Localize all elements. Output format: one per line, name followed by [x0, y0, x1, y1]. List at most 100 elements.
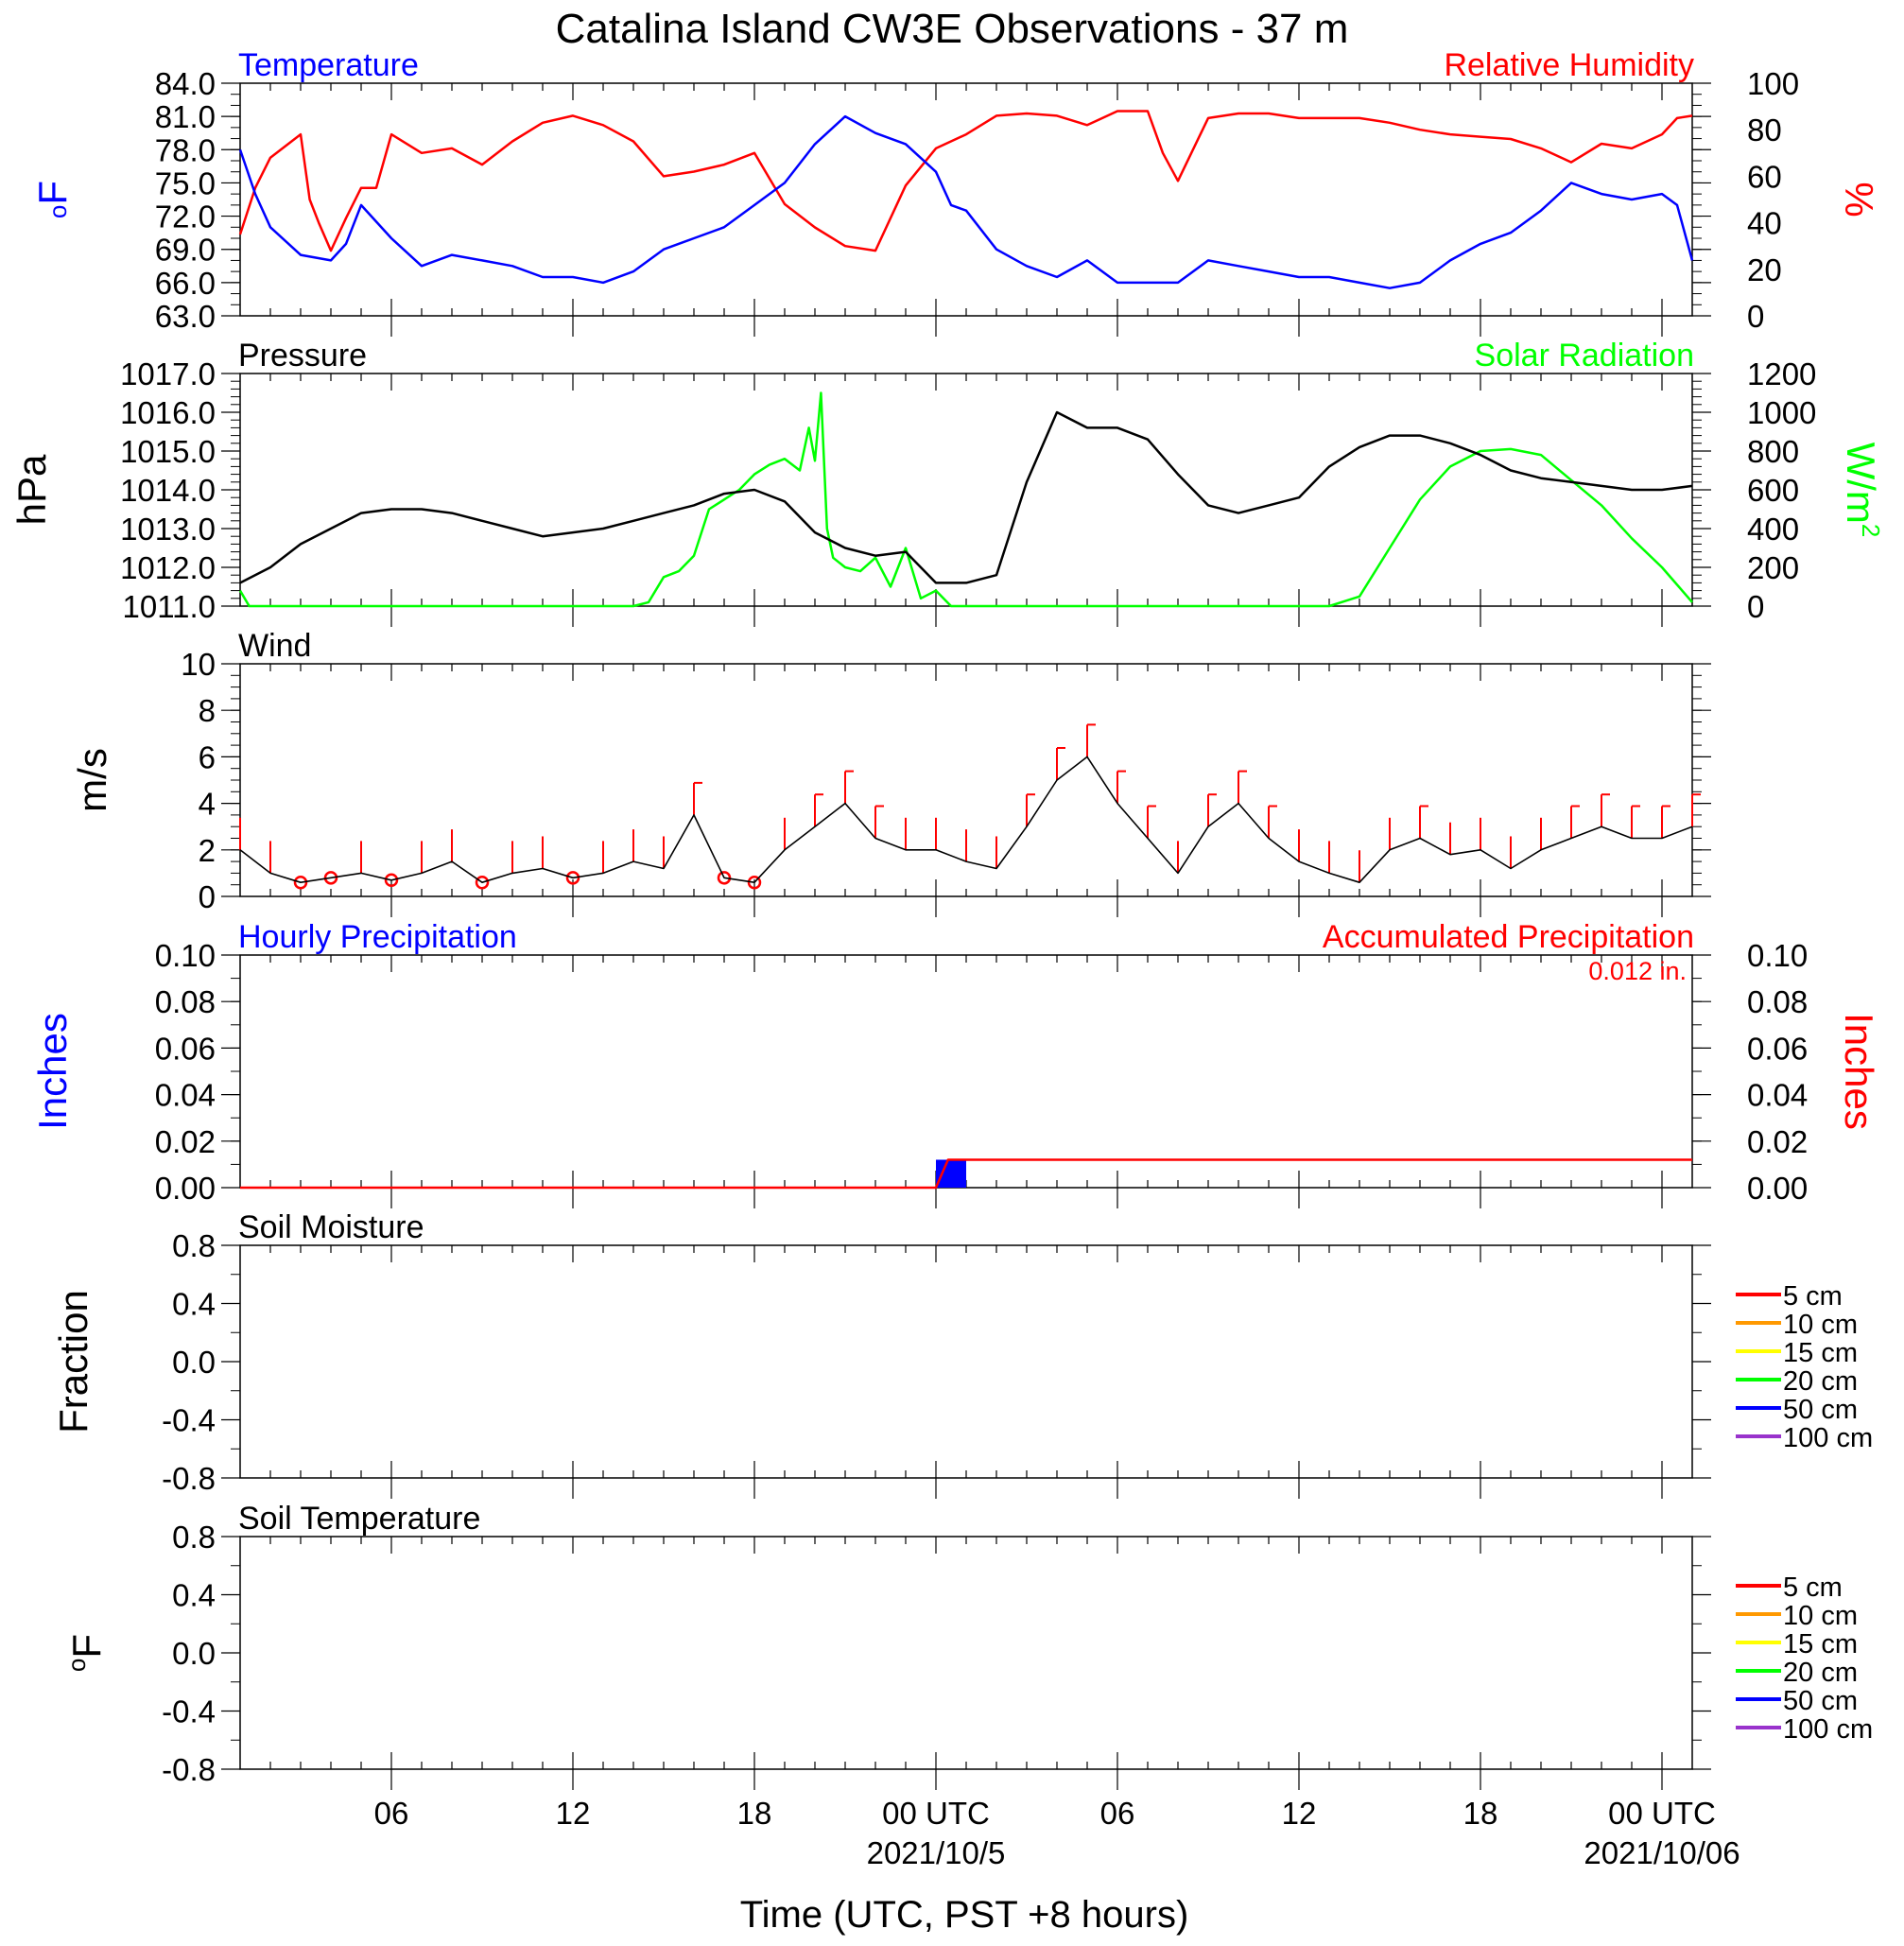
soilm-left-title: Soil Moisture: [238, 1209, 424, 1245]
temp-y-tick-label: 81.0: [155, 99, 216, 134]
precip-right-tick-label: 0.06: [1747, 1031, 1808, 1066]
temp-right-unit: %: [1837, 182, 1881, 217]
temp-y-tick-label: 66.0: [155, 266, 216, 301]
pres-right-tick-label: 200: [1747, 550, 1799, 585]
soilt-y-tick-label: 0.8: [172, 1520, 216, 1555]
soilm-y-tick-label: -0.8: [162, 1461, 216, 1496]
x-date-label: 2021/10/5: [867, 1835, 1006, 1870]
wind-y-tick-label: 10: [181, 647, 216, 682]
temp-y-tick-label: 84.0: [155, 66, 216, 101]
precip-y-tick-label: 0.06: [155, 1031, 216, 1066]
precip-left-title: Hourly Precipitation: [238, 919, 517, 955]
solar-unit-exponent: 2: [1857, 524, 1885, 537]
precip-right-tick-label: 0.08: [1747, 984, 1808, 1019]
x-tick-label: 00 UTC: [1608, 1796, 1716, 1831]
wind-y-tick-label: 2: [199, 833, 216, 868]
wind-left-title: Wind: [238, 628, 311, 664]
temp-y-tick-label: 63.0: [155, 299, 216, 334]
pres-y-tick-label: 1015.0: [120, 434, 216, 469]
soilt-legend-label: 50 cm: [1783, 1686, 1858, 1716]
wind-y-tick-label: 0: [199, 879, 216, 914]
soilt-y-tick-label: -0.8: [162, 1752, 216, 1787]
pres-right-tick-label: 600: [1747, 473, 1799, 508]
soilt-left-title: Soil Temperature: [238, 1501, 480, 1537]
temp-y-tick-label: 75.0: [155, 165, 216, 200]
precip-y-tick-label: 0.00: [155, 1171, 216, 1206]
pres-left-title: Pressure: [238, 338, 367, 374]
precip-right-tick-label: 0.10: [1747, 938, 1808, 973]
soilt-legend-label: 100 cm: [1783, 1714, 1873, 1745]
temp-right-title: Relative Humidity: [1444, 47, 1694, 83]
precip-right-tick-label: 0.02: [1747, 1124, 1808, 1159]
soilt-legend-label: 10 cm: [1783, 1601, 1858, 1631]
soilm-y-tick-label: 0.8: [172, 1228, 216, 1263]
accumulated-total-label: 0.012 in.: [1588, 957, 1687, 985]
precip-y-tick-label: 0.04: [155, 1078, 216, 1113]
precip-right-title: Accumulated Precipitation: [1323, 919, 1694, 955]
soilt-y-tick-label: 0.0: [172, 1636, 216, 1671]
x-tick-label: 12: [1282, 1796, 1317, 1831]
pres-y-tick-label: 1013.0: [120, 512, 216, 547]
pres-right-tick-label: 1200: [1747, 356, 1816, 391]
x-tick-label: 00 UTC: [882, 1796, 990, 1831]
soilm-legend-label: 20 cm: [1783, 1366, 1858, 1397]
soilm-legend-label: 50 cm: [1783, 1395, 1858, 1425]
soilt-legend-label: 15 cm: [1783, 1629, 1858, 1659]
pres-right-tick-label: 1000: [1747, 395, 1816, 430]
temp-right-tick-label: 100: [1747, 66, 1799, 101]
pres-y-tick-label: 1016.0: [120, 395, 216, 430]
precip-left-unit: Inches: [30, 1013, 75, 1130]
temp-left-title: Temperature: [238, 47, 419, 83]
pres-right-tick-label: 0: [1747, 589, 1764, 624]
x-tick-label: 12: [556, 1796, 591, 1831]
soilt-y-tick-label: -0.4: [162, 1694, 216, 1729]
temp-right-tick-label: 80: [1747, 113, 1782, 148]
x-tick-label: 06: [1100, 1796, 1135, 1831]
soilt-legend-label: 5 cm: [1783, 1572, 1843, 1603]
pres-right-tick-label: 400: [1747, 512, 1799, 547]
precip-y-tick-label: 0.02: [155, 1124, 216, 1159]
pres-y-tick-label: 1017.0: [120, 356, 216, 391]
x-axis-title: Time (UTC, PST +8 hours): [740, 1894, 1189, 1936]
temp-right-tick-label: 20: [1747, 252, 1782, 287]
soilt-degree-mark: o: [62, 1659, 91, 1672]
pres-y-tick-label: 1012.0: [120, 550, 216, 585]
hourly-precip-bar: [936, 1159, 966, 1188]
pres-right-title: Solar Radiation: [1475, 338, 1694, 374]
temp-right-tick-label: 40: [1747, 206, 1782, 241]
temp-y-tick-label: 69.0: [155, 233, 216, 268]
wind-y-tick-label: 6: [199, 739, 216, 774]
soilm-legend-label: 5 cm: [1783, 1281, 1843, 1312]
x-tick-label: 18: [737, 1796, 772, 1831]
x-tick-label: 18: [1463, 1796, 1498, 1831]
precip-y-tick-label: 0.08: [155, 984, 216, 1019]
precip-right-unit: Inches: [1837, 1013, 1881, 1130]
precip-right-tick-label: 0.04: [1747, 1078, 1808, 1113]
soilm-legend-label: 100 cm: [1783, 1423, 1873, 1453]
soilt-y-tick-label: 0.4: [172, 1578, 216, 1613]
pres-right-unit: W/m2: [1839, 443, 1885, 538]
pres-right-tick-label: 800: [1747, 434, 1799, 469]
soilt-unit-letter: F: [64, 1634, 109, 1659]
soilm-y-tick-label: 0.0: [172, 1345, 216, 1380]
wind-y-tick-label: 8: [199, 693, 216, 728]
soilm-left-unit: Fraction: [51, 1290, 95, 1433]
soilm-y-tick-label: 0.4: [172, 1287, 216, 1322]
precip-y-tick-label: 0.10: [155, 938, 216, 973]
wind-y-tick-label: 4: [199, 787, 216, 822]
temp-y-tick-label: 72.0: [155, 200, 216, 235]
pres-left-unit: hPa: [9, 454, 54, 525]
wind-left-unit: m/s: [70, 748, 114, 812]
pres-y-tick-label: 1011.0: [123, 589, 216, 624]
pres-y-tick-label: 1014.0: [120, 473, 216, 508]
soilm-legend-label: 15 cm: [1783, 1338, 1858, 1368]
precip-right-tick-label: 0.00: [1747, 1171, 1808, 1206]
x-date-label: 2021/10/06: [1584, 1835, 1740, 1870]
temp-degree-mark: o: [43, 205, 72, 218]
soilm-y-tick-label: -0.4: [162, 1403, 216, 1438]
temp-right-tick-label: 0: [1747, 299, 1764, 334]
soilt-legend-label: 20 cm: [1783, 1658, 1858, 1688]
temp-right-tick-label: 60: [1747, 159, 1782, 194]
temp-y-tick-label: 78.0: [155, 132, 216, 167]
